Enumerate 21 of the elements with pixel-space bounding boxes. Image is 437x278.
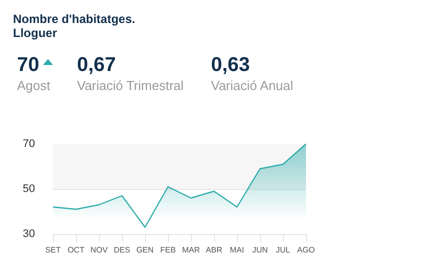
y-tick-label: 50 <box>22 183 35 195</box>
text: Variació Trimestral <box>77 78 184 94</box>
text: 0,63 <box>211 54 250 76</box>
x-tick-label: AGO <box>297 246 315 254</box>
x-tick-label: OCT <box>68 246 85 254</box>
x-tick-label: NOV <box>90 246 108 254</box>
x-tick-label: JUL <box>276 246 291 254</box>
x-tick-label: JUN <box>252 246 268 254</box>
x-tick-label: FEB <box>160 246 176 254</box>
y-tick-label: 30 <box>22 228 35 240</box>
text: 0,67 <box>77 54 116 76</box>
chart-title: Nombre d'habitatges. Lloguer <box>13 12 136 40</box>
text: Agost <box>17 78 52 94</box>
x-tick-label: MAI <box>230 246 244 254</box>
x-tick-label: MAR <box>182 246 200 254</box>
text: Variació Anual <box>211 78 294 94</box>
x-tick-label: SET <box>45 246 61 254</box>
y-tick-label: 70 <box>22 138 35 150</box>
x-tick-label: ABR <box>206 246 222 254</box>
x-tick-label: GEN <box>136 246 154 254</box>
x-tick-label: DES <box>114 246 130 254</box>
